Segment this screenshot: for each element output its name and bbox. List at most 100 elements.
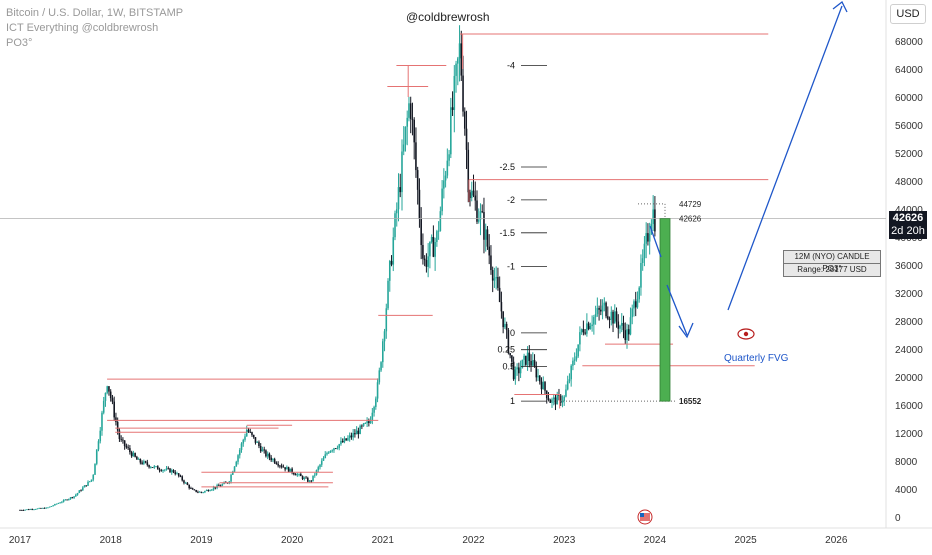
candle-body — [101, 412, 103, 431]
candle-body — [165, 468, 168, 470]
candle-body — [626, 329, 628, 341]
candle-body — [484, 229, 487, 240]
candle-body — [607, 316, 609, 319]
candle-body — [190, 488, 192, 489]
candle-body — [605, 302, 607, 317]
candle-body — [40, 508, 42, 509]
candle-body — [244, 436, 246, 440]
candle-body — [355, 430, 358, 435]
candle-body — [519, 368, 522, 374]
candle-body — [52, 505, 54, 507]
candle-body — [439, 211, 442, 231]
arrow-up-line — [727, 5, 843, 311]
author-label: @coldbrewrosh — [406, 10, 490, 24]
x-tick-label: 2019 — [190, 535, 213, 546]
candle-body — [345, 438, 347, 441]
candle-body — [341, 440, 344, 443]
range-low-label: 16552 — [679, 397, 702, 406]
candle-body — [245, 429, 248, 437]
candle-body — [287, 467, 290, 472]
candle-body — [448, 154, 450, 161]
candle-body — [601, 305, 604, 312]
candle-body — [193, 489, 196, 491]
x-tick-label: 2023 — [553, 535, 576, 546]
candle-body — [552, 397, 555, 400]
candle-body — [460, 43, 463, 76]
candle-body — [151, 467, 154, 468]
candle-body — [474, 195, 477, 201]
candle-body — [507, 330, 510, 354]
arrow-down-segment-1 — [649, 225, 662, 258]
candle-body — [158, 469, 161, 471]
candle-body — [293, 472, 295, 475]
candle-body — [422, 245, 424, 259]
candle-body — [88, 481, 91, 483]
candle-body — [125, 446, 128, 448]
candle-body — [603, 302, 606, 306]
info-box-range: Range: 28177 USD — [784, 263, 880, 276]
candle-body — [90, 479, 93, 482]
candle-body — [493, 278, 496, 281]
candle-body — [118, 430, 121, 439]
candle-body — [441, 188, 443, 212]
candle-body — [434, 242, 436, 257]
fib-level-label: -2 — [507, 195, 515, 205]
candle-body — [570, 365, 572, 380]
candle-body — [406, 117, 409, 127]
candle-body — [415, 142, 417, 171]
x-tick-label: 2026 — [825, 535, 848, 546]
candle-body — [223, 482, 225, 485]
candle-body — [638, 287, 641, 300]
y-tick-label: 8000 — [895, 457, 918, 468]
candle-body — [395, 209, 398, 214]
candle-body — [306, 478, 309, 482]
candle-body — [516, 367, 518, 370]
candle-body — [451, 107, 454, 110]
candle-body — [45, 507, 47, 509]
candle-body — [549, 400, 552, 403]
candle-body — [340, 440, 342, 445]
candle-body — [654, 209, 656, 232]
x-tick-label: 2017 — [9, 535, 32, 546]
candle-body — [558, 394, 560, 396]
y-tick-label: 56000 — [895, 121, 923, 132]
candle-body — [95, 449, 98, 464]
candle-body — [376, 382, 379, 399]
candle-body — [591, 324, 593, 327]
candle-body — [57, 503, 60, 504]
candle-body — [104, 392, 107, 401]
candle-body — [69, 497, 72, 499]
candle-body — [191, 488, 194, 490]
candle-body — [514, 369, 517, 380]
candle-body — [613, 311, 616, 324]
candle-body — [153, 466, 156, 468]
candle-body — [537, 375, 539, 378]
candle-body — [64, 499, 67, 501]
candle-body — [371, 412, 374, 421]
currency-button[interactable]: USD — [890, 4, 926, 24]
candle-body — [146, 462, 149, 466]
candle-body — [608, 318, 611, 320]
candle-body — [78, 490, 81, 494]
fib-level-label: -1 — [507, 261, 515, 271]
candle-body — [465, 128, 468, 150]
candle-body — [221, 484, 224, 486]
candle-body — [648, 233, 651, 242]
candle-body — [472, 190, 475, 196]
candle-body — [184, 482, 187, 484]
candle-body — [488, 246, 490, 256]
candle-body — [254, 437, 257, 443]
candle-body — [144, 461, 147, 463]
candle-body — [457, 58, 459, 64]
candle-body — [455, 63, 457, 76]
candle-body — [563, 396, 565, 401]
candle-body — [388, 261, 391, 281]
candle-body — [409, 103, 412, 119]
x-tick-label: 2021 — [372, 535, 395, 546]
x-tick-label: 2024 — [644, 535, 667, 546]
candle-body — [598, 308, 600, 310]
y-tick-label: 60000 — [895, 93, 923, 104]
candle-body — [47, 507, 49, 509]
